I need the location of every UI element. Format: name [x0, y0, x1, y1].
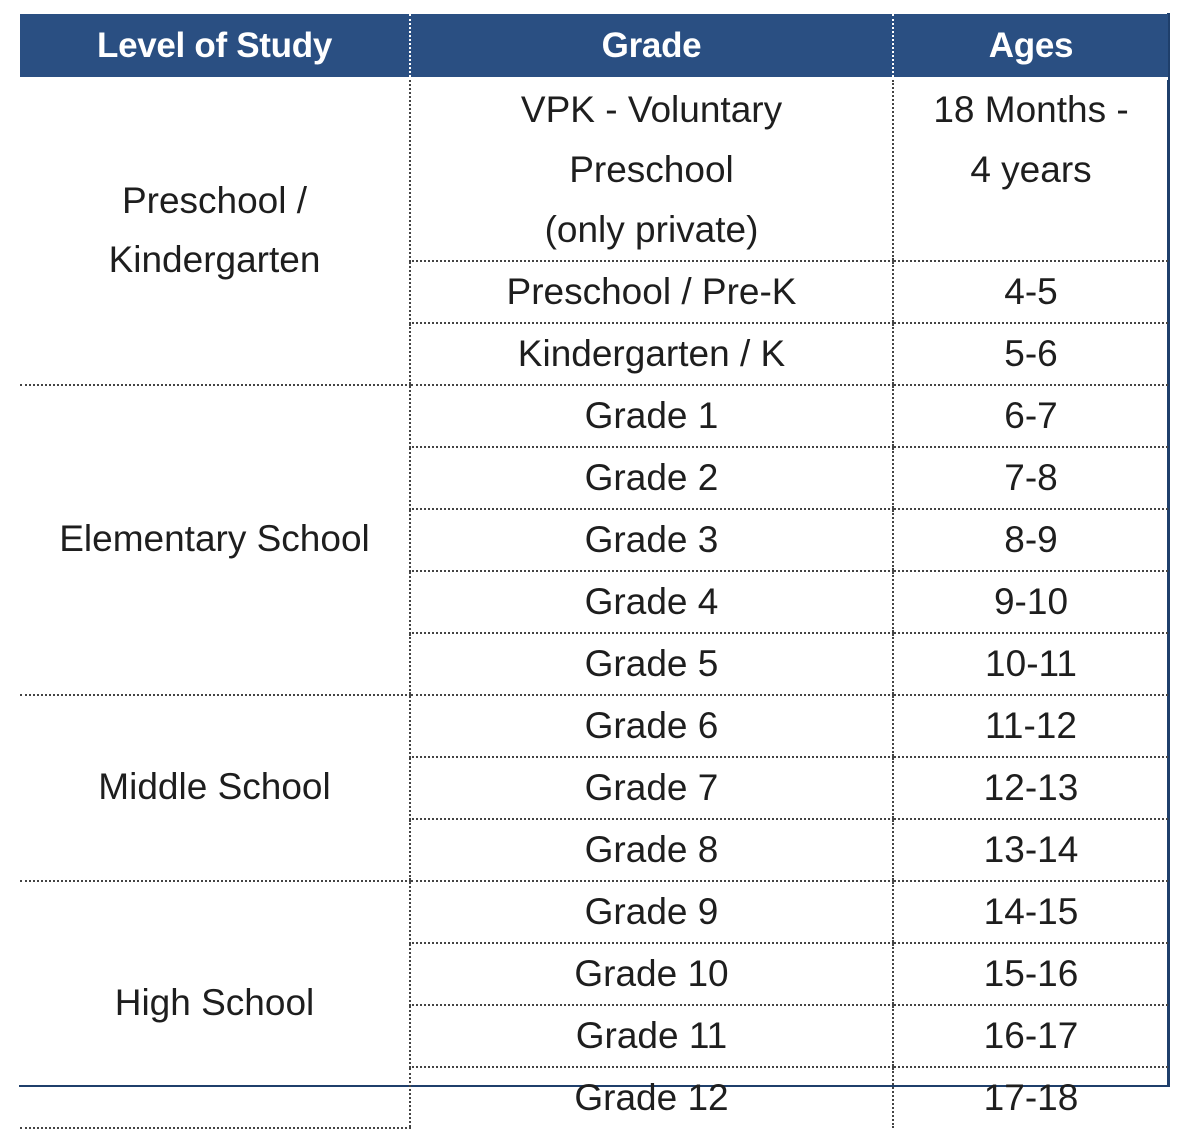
table-body: Preschool / Kindergarten VPK - Voluntary…: [20, 78, 1168, 1129]
level-label-line: Kindergarten: [108, 239, 321, 280]
level-cell-high: High School: [20, 881, 410, 1129]
header-ages: Ages: [892, 14, 1168, 80]
age-cell: 8-9: [892, 509, 1168, 572]
age-cell: 4-5: [892, 261, 1168, 324]
grade-cell: VPK - Voluntary Preschool (only private): [409, 78, 893, 262]
grade-cell: Grade 6: [409, 695, 893, 758]
grade-cell: Grade 1: [409, 385, 893, 448]
level-label-line: Preschool /: [121, 180, 308, 221]
age-cell: 7-8: [892, 447, 1168, 510]
grade-label-line: Preschool: [569, 149, 734, 190]
grade-cell: Kindergarten / K: [409, 323, 893, 386]
age-cell: 15-16: [892, 943, 1168, 1006]
table-row: Grade 5 10-11: [20, 633, 1168, 696]
age-cell: 18 Months - 4 years: [892, 78, 1168, 262]
grade-label-line: (only private): [544, 209, 759, 250]
age-cell: 17-18: [892, 1067, 1168, 1128]
age-cell: 16-17: [892, 1005, 1168, 1068]
grade-cell: Grade 7: [409, 757, 893, 820]
age-cell: 6-7: [892, 385, 1168, 448]
grade-cell: Grade 8: [409, 819, 893, 882]
table-row: Elementary School Grade 1 6-7: [20, 385, 1168, 696]
table-header: Level of Study Grade Ages: [20, 14, 1168, 80]
table-row: Middle School Grade 6 11-12: [20, 695, 1168, 882]
table-row: Preschool / Pre-K 4-5: [20, 261, 1168, 324]
table-row: High School Grade 9 14-15: [20, 881, 1168, 1129]
header-grade: Grade: [409, 14, 893, 80]
age-label-line: 18 Months -: [933, 89, 1129, 130]
grade-cell: Grade 9: [409, 881, 893, 944]
age-label-line: 4 years: [970, 149, 1092, 190]
table-row: Grade 7 12-13: [20, 757, 1168, 820]
grade-cell: Grade 10: [409, 943, 893, 1006]
level-cell-elementary: Elementary School: [20, 385, 410, 696]
grade-cell: Grade 3: [409, 509, 893, 572]
table-row: Grade 4 9-10: [20, 571, 1168, 634]
level-cell-middle: Middle School: [20, 695, 410, 882]
header-level-of-study: Level of Study: [20, 14, 410, 80]
grade-cell: Grade 11: [409, 1005, 893, 1068]
grade-cell: Grade 12: [409, 1067, 893, 1128]
grade-cell: Grade 2: [409, 447, 893, 510]
table-row: Preschool / Kindergarten VPK - Voluntary…: [20, 78, 1168, 386]
grade-cell: Grade 4: [409, 571, 893, 634]
table-row: Grade 8 13-14: [20, 819, 1168, 882]
header-row: Level of Study Grade Ages: [20, 14, 1168, 80]
grade-label-line: VPK - Voluntary: [520, 89, 783, 130]
grade-cell: Preschool / Pre-K: [409, 261, 893, 324]
age-cell: 12-13: [892, 757, 1168, 820]
school-levels-table: Level of Study Grade Ages Preschool / Ki…: [20, 14, 1168, 1129]
age-cell: 9-10: [892, 571, 1168, 634]
age-cell: 10-11: [892, 633, 1168, 696]
grade-cell: Grade 5: [409, 633, 893, 696]
table-row: Grade 3 8-9: [20, 509, 1168, 572]
table-row: Grade 11 16-17: [20, 1005, 1168, 1068]
age-cell: 14-15: [892, 881, 1168, 944]
table-row: Grade 2 7-8: [20, 447, 1168, 510]
age-cell: 5-6: [892, 323, 1168, 386]
table-row: Grade 10 15-16: [20, 943, 1168, 1006]
age-cell: 11-12: [892, 695, 1168, 758]
age-cell: 13-14: [892, 819, 1168, 882]
level-cell-preschool: Preschool / Kindergarten: [20, 78, 410, 386]
table-row: Kindergarten / K 5-6: [20, 323, 1168, 386]
